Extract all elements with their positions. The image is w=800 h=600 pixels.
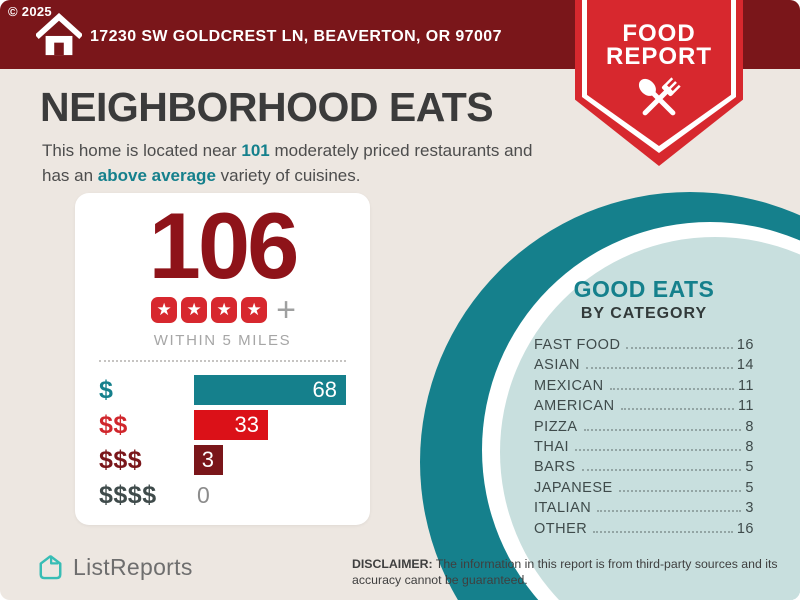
restaurant-total: 106 [148, 193, 300, 298]
price-tier-label: $$$ [99, 445, 143, 474]
listreports-logo-icon [39, 555, 62, 580]
star-icon: ★ [241, 296, 268, 323]
star-icon: ★ [151, 296, 178, 323]
price-tier-row: $$$$ 0 [99, 480, 346, 510]
category-row: ASIAN 14 [534, 357, 754, 377]
category-row: BARS 5 [534, 459, 754, 479]
price-tier-label: $ [99, 375, 114, 404]
dotted-leader [581, 469, 742, 472]
category-name: ITALIAN [534, 500, 592, 517]
category-name: JAPANESE [534, 479, 613, 496]
category-row: ITALIAN 3 [534, 500, 754, 520]
badge-title-line1: FOOD [622, 20, 696, 47]
plus-icon: + [276, 290, 296, 329]
category-name: PIZZA [534, 418, 578, 435]
category-count: 11 [737, 398, 754, 415]
price-tier-label: $$ [99, 410, 128, 439]
dotted-leader [593, 530, 733, 533]
category-list: FAST FOOD 16 ASIAN 14 MEXICAN 11 AMERICAN 11 PIZ… [534, 337, 754, 541]
price-tier-row: $68 [99, 375, 346, 405]
dotted-leader [583, 428, 742, 431]
category-row: PIZZA 8 [534, 419, 754, 439]
category-count: 8 [745, 438, 754, 455]
listreports-logo: ListReports [36, 553, 193, 582]
price-tier-zero-value: 0 [197, 481, 210, 508]
listreports-logo-text: ListReports [73, 554, 193, 580]
badge-title-line2: REPORT [605, 43, 712, 70]
dashed-divider [99, 360, 346, 362]
category-count: 14 [736, 357, 754, 374]
good-eats-panel: GOOD EATS BY CATEGORY FAST FOOD 16 ASIAN 14… [534, 276, 754, 541]
dotted-leader [618, 489, 742, 492]
category-name: BARS [534, 459, 576, 476]
category-count: 5 [745, 479, 754, 496]
home-icon [34, 12, 84, 62]
dotted-leader [626, 347, 733, 349]
category-count: 3 [745, 500, 754, 517]
category-name: THAI [534, 438, 570, 455]
radius-label: WITHIN 5 MILES [153, 332, 292, 349]
category-row: OTHER 16 [534, 521, 754, 541]
category-row: JAPANESE 5 [534, 480, 754, 500]
intro-line-2: has an above average variety of cuisines… [42, 166, 361, 185]
copyright-text: © 2025 [8, 4, 52, 19]
intro-text: This home is located near 101 moderately… [42, 138, 532, 188]
category-count: 16 [736, 520, 754, 537]
restaurant-summary-card: 106 ★ ★ ★ ★ + WITHIN 5 MILES $68 $$ 33 $$$ 3 $$$$… [75, 193, 370, 525]
dotted-leader [575, 448, 742, 451]
property-address: 17230 SW GOLDCREST LN, BEAVERTON, OR 970… [90, 28, 502, 45]
disclaimer-label: DISCLAIMER: [352, 557, 433, 571]
price-tier-bar: 3 [194, 445, 223, 475]
restaurant-count-highlight: 101 [241, 141, 270, 160]
price-tier-row: $$ 33 [99, 410, 346, 440]
star-icon: ★ [211, 296, 238, 323]
price-tier-row: $$$ 3 [99, 445, 346, 475]
dotted-leader [597, 510, 742, 513]
variety-highlight: above average [97, 166, 216, 185]
category-count: 5 [745, 459, 754, 476]
good-eats-title: GOOD EATS [573, 276, 715, 302]
food-report-badge: FOOD REPORT [575, 0, 743, 166]
disclaimer-text: DISCLAIMER: The information in this repo… [352, 557, 778, 587]
category-row: THAI 8 [534, 439, 754, 459]
category-name: FAST FOOD [534, 337, 621, 353]
intro-line-1: This home is located near 101 moderately… [42, 141, 533, 160]
dotted-leader [609, 387, 734, 390]
category-name: ASIAN [534, 357, 581, 374]
dotted-leader [586, 367, 733, 370]
page-title: NEIGHBORHOOD EATS [40, 84, 494, 130]
category-name: OTHER [534, 520, 588, 537]
utensils-icon [638, 77, 681, 116]
price-tier-bar: 33 [194, 410, 268, 440]
category-row: FAST FOOD 16 [534, 337, 754, 357]
category-row: AMERICAN 11 [534, 398, 754, 418]
price-tier-label: $$$$ [99, 480, 157, 509]
category-count: 8 [745, 418, 754, 435]
category-count: 11 [737, 377, 754, 394]
good-eats-subtitle: BY CATEGORY [580, 305, 708, 322]
category-count: 16 [736, 337, 754, 353]
dotted-leader [620, 408, 734, 411]
star-icon: ★ [181, 296, 208, 323]
category-name: AMERICAN [534, 398, 615, 415]
category-name: MEXICAN [534, 377, 604, 394]
price-bar-chart: $68 $$ 33 $$$ 3 $$$$ 0 [99, 375, 346, 515]
price-tier-bar: 68 [194, 375, 346, 405]
star-rating: ★ ★ ★ ★ + [149, 290, 296, 329]
category-row: MEXICAN 11 [534, 378, 754, 398]
